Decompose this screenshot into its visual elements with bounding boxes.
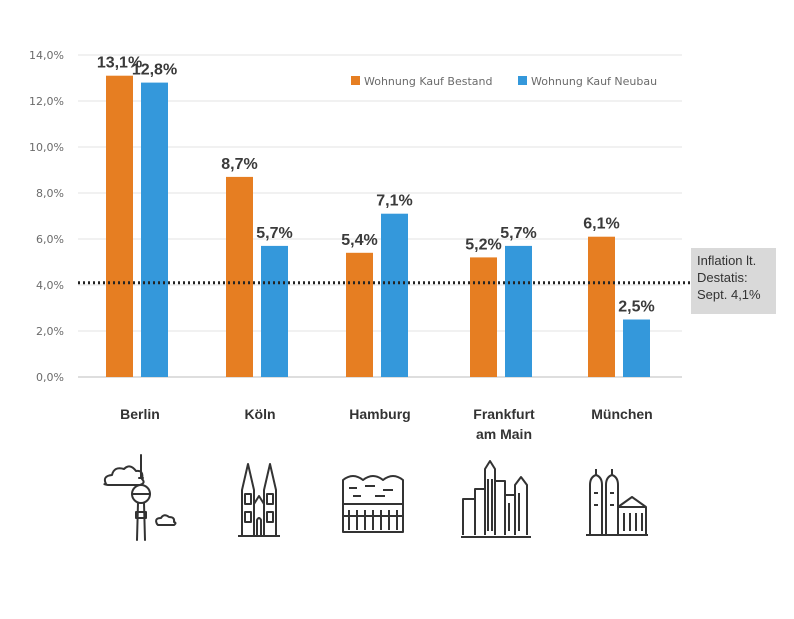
category-label: Köln bbox=[244, 406, 275, 422]
bar-bestand bbox=[470, 257, 497, 377]
y-tick-label: 0,0% bbox=[36, 371, 64, 384]
data-label: 5,7% bbox=[500, 225, 536, 242]
y-tick-label: 6,0% bbox=[36, 233, 64, 246]
legend-label: Wohnung Kauf Neubau bbox=[531, 75, 657, 88]
elbphilharmonie-icon bbox=[342, 475, 404, 533]
inflation-annotation: Inflation lt. Destatis: Sept. 4,1% bbox=[691, 248, 776, 314]
data-label: 12,8% bbox=[132, 62, 177, 79]
bar-neubau bbox=[261, 245, 288, 377]
bar-neubau bbox=[141, 82, 168, 377]
category-label: Hamburg bbox=[349, 406, 410, 422]
data-labels: 13,1% 8,7% 5,4% 5,2% 6,1% 12,8% 5,7% 7,1% 5,7% 2,… bbox=[97, 55, 655, 316]
bar-neubau bbox=[381, 213, 408, 377]
y-tick-label: 14,0% bbox=[29, 49, 64, 62]
legend: Wohnung Kauf Bestand Wohnung Kauf Neubau bbox=[351, 75, 657, 88]
grid-lines bbox=[78, 54, 682, 378]
category-label: München bbox=[591, 406, 652, 422]
frauenkirche-icon bbox=[586, 469, 648, 536]
data-label: 6,1% bbox=[583, 216, 619, 233]
data-label: 5,2% bbox=[465, 236, 501, 253]
skyline-icon bbox=[461, 460, 531, 538]
category-labels: Berlin Köln Hamburg Frankfurt am Main München bbox=[120, 406, 653, 442]
legend-swatch bbox=[518, 76, 527, 85]
data-label: 5,4% bbox=[341, 232, 377, 249]
inflation-annotation-line-3: Sept. 4,1% bbox=[697, 287, 761, 302]
legend-swatch bbox=[351, 76, 360, 85]
bar-bestand bbox=[588, 236, 615, 377]
bar-bestand bbox=[106, 75, 133, 377]
data-label: 2,5% bbox=[618, 299, 654, 316]
legend-label: Wohnung Kauf Bestand bbox=[364, 75, 492, 88]
tv-tower-icon bbox=[103, 454, 177, 541]
data-label: 8,7% bbox=[221, 156, 257, 173]
category-label: Berlin bbox=[120, 406, 160, 422]
y-tick-label: 4,0% bbox=[36, 279, 64, 292]
y-tick-label: 10,0% bbox=[29, 141, 64, 154]
category-label: Frankfurt bbox=[473, 406, 535, 422]
category-label: am Main bbox=[476, 426, 532, 442]
inflation-annotation-line-1: Inflation lt. bbox=[697, 253, 757, 268]
bar-bestand bbox=[226, 176, 253, 377]
inflation-annotation-line-2: Destatis: bbox=[697, 270, 748, 285]
y-tick-label: 2,0% bbox=[36, 325, 64, 338]
bar-neubau bbox=[623, 319, 650, 377]
y-axis: 0,0% 2,0% 4,0% 6,0% 8,0% 10,0% 12,0% 14,0% bbox=[29, 49, 64, 384]
y-tick-label: 8,0% bbox=[36, 187, 64, 200]
bar-bestand bbox=[346, 252, 373, 377]
cathedral-icon bbox=[238, 463, 280, 537]
data-label: 13,1% bbox=[97, 55, 142, 72]
data-label: 7,1% bbox=[376, 193, 412, 210]
bars bbox=[106, 75, 650, 377]
bar-neubau bbox=[505, 245, 532, 377]
data-label: 5,7% bbox=[256, 225, 292, 242]
y-tick-label: 12,0% bbox=[29, 95, 64, 108]
